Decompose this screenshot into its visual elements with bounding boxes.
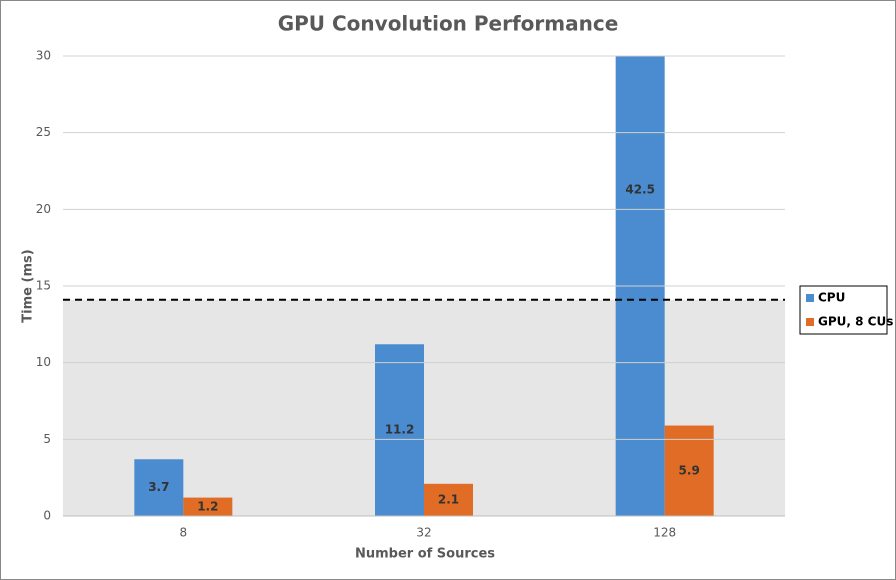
x-tick-label: 32	[416, 526, 431, 540]
data-label: 1.2	[197, 499, 218, 513]
data-label: 2.1	[438, 492, 459, 506]
y-tick-label: 20	[36, 202, 51, 216]
x-tick-label: 128	[653, 526, 676, 540]
legend-swatch	[806, 294, 814, 302]
y-tick-label: 25	[36, 125, 51, 139]
y-tick-label: 0	[43, 509, 51, 523]
bar	[183, 497, 233, 516]
bar	[134, 459, 184, 516]
bar	[375, 344, 424, 516]
chart-title: GPU Convolution Performance	[278, 12, 619, 36]
y-tick-label: 5	[43, 432, 51, 446]
y-tick-label: 15	[36, 279, 51, 293]
bar	[615, 56, 665, 516]
data-label: 42.5	[625, 183, 655, 197]
x-axis-label: Number of Sources	[355, 547, 495, 562]
legend-label: CPU	[818, 291, 845, 305]
legend-swatch	[806, 318, 814, 326]
y-tick-label: 10	[36, 355, 51, 369]
data-label: 11.2	[385, 423, 415, 437]
legend-box	[799, 285, 888, 335]
bar	[424, 483, 473, 516]
x-tick-label: 8	[180, 526, 188, 540]
y-axis-label: Time (ms)	[21, 249, 36, 322]
y-tick-label: 30	[36, 49, 51, 63]
bar	[664, 425, 714, 516]
data-label: 3.7	[148, 480, 169, 494]
data-label: 5.9	[679, 463, 700, 477]
legend-label: GPU, 8 CUs	[818, 315, 893, 329]
